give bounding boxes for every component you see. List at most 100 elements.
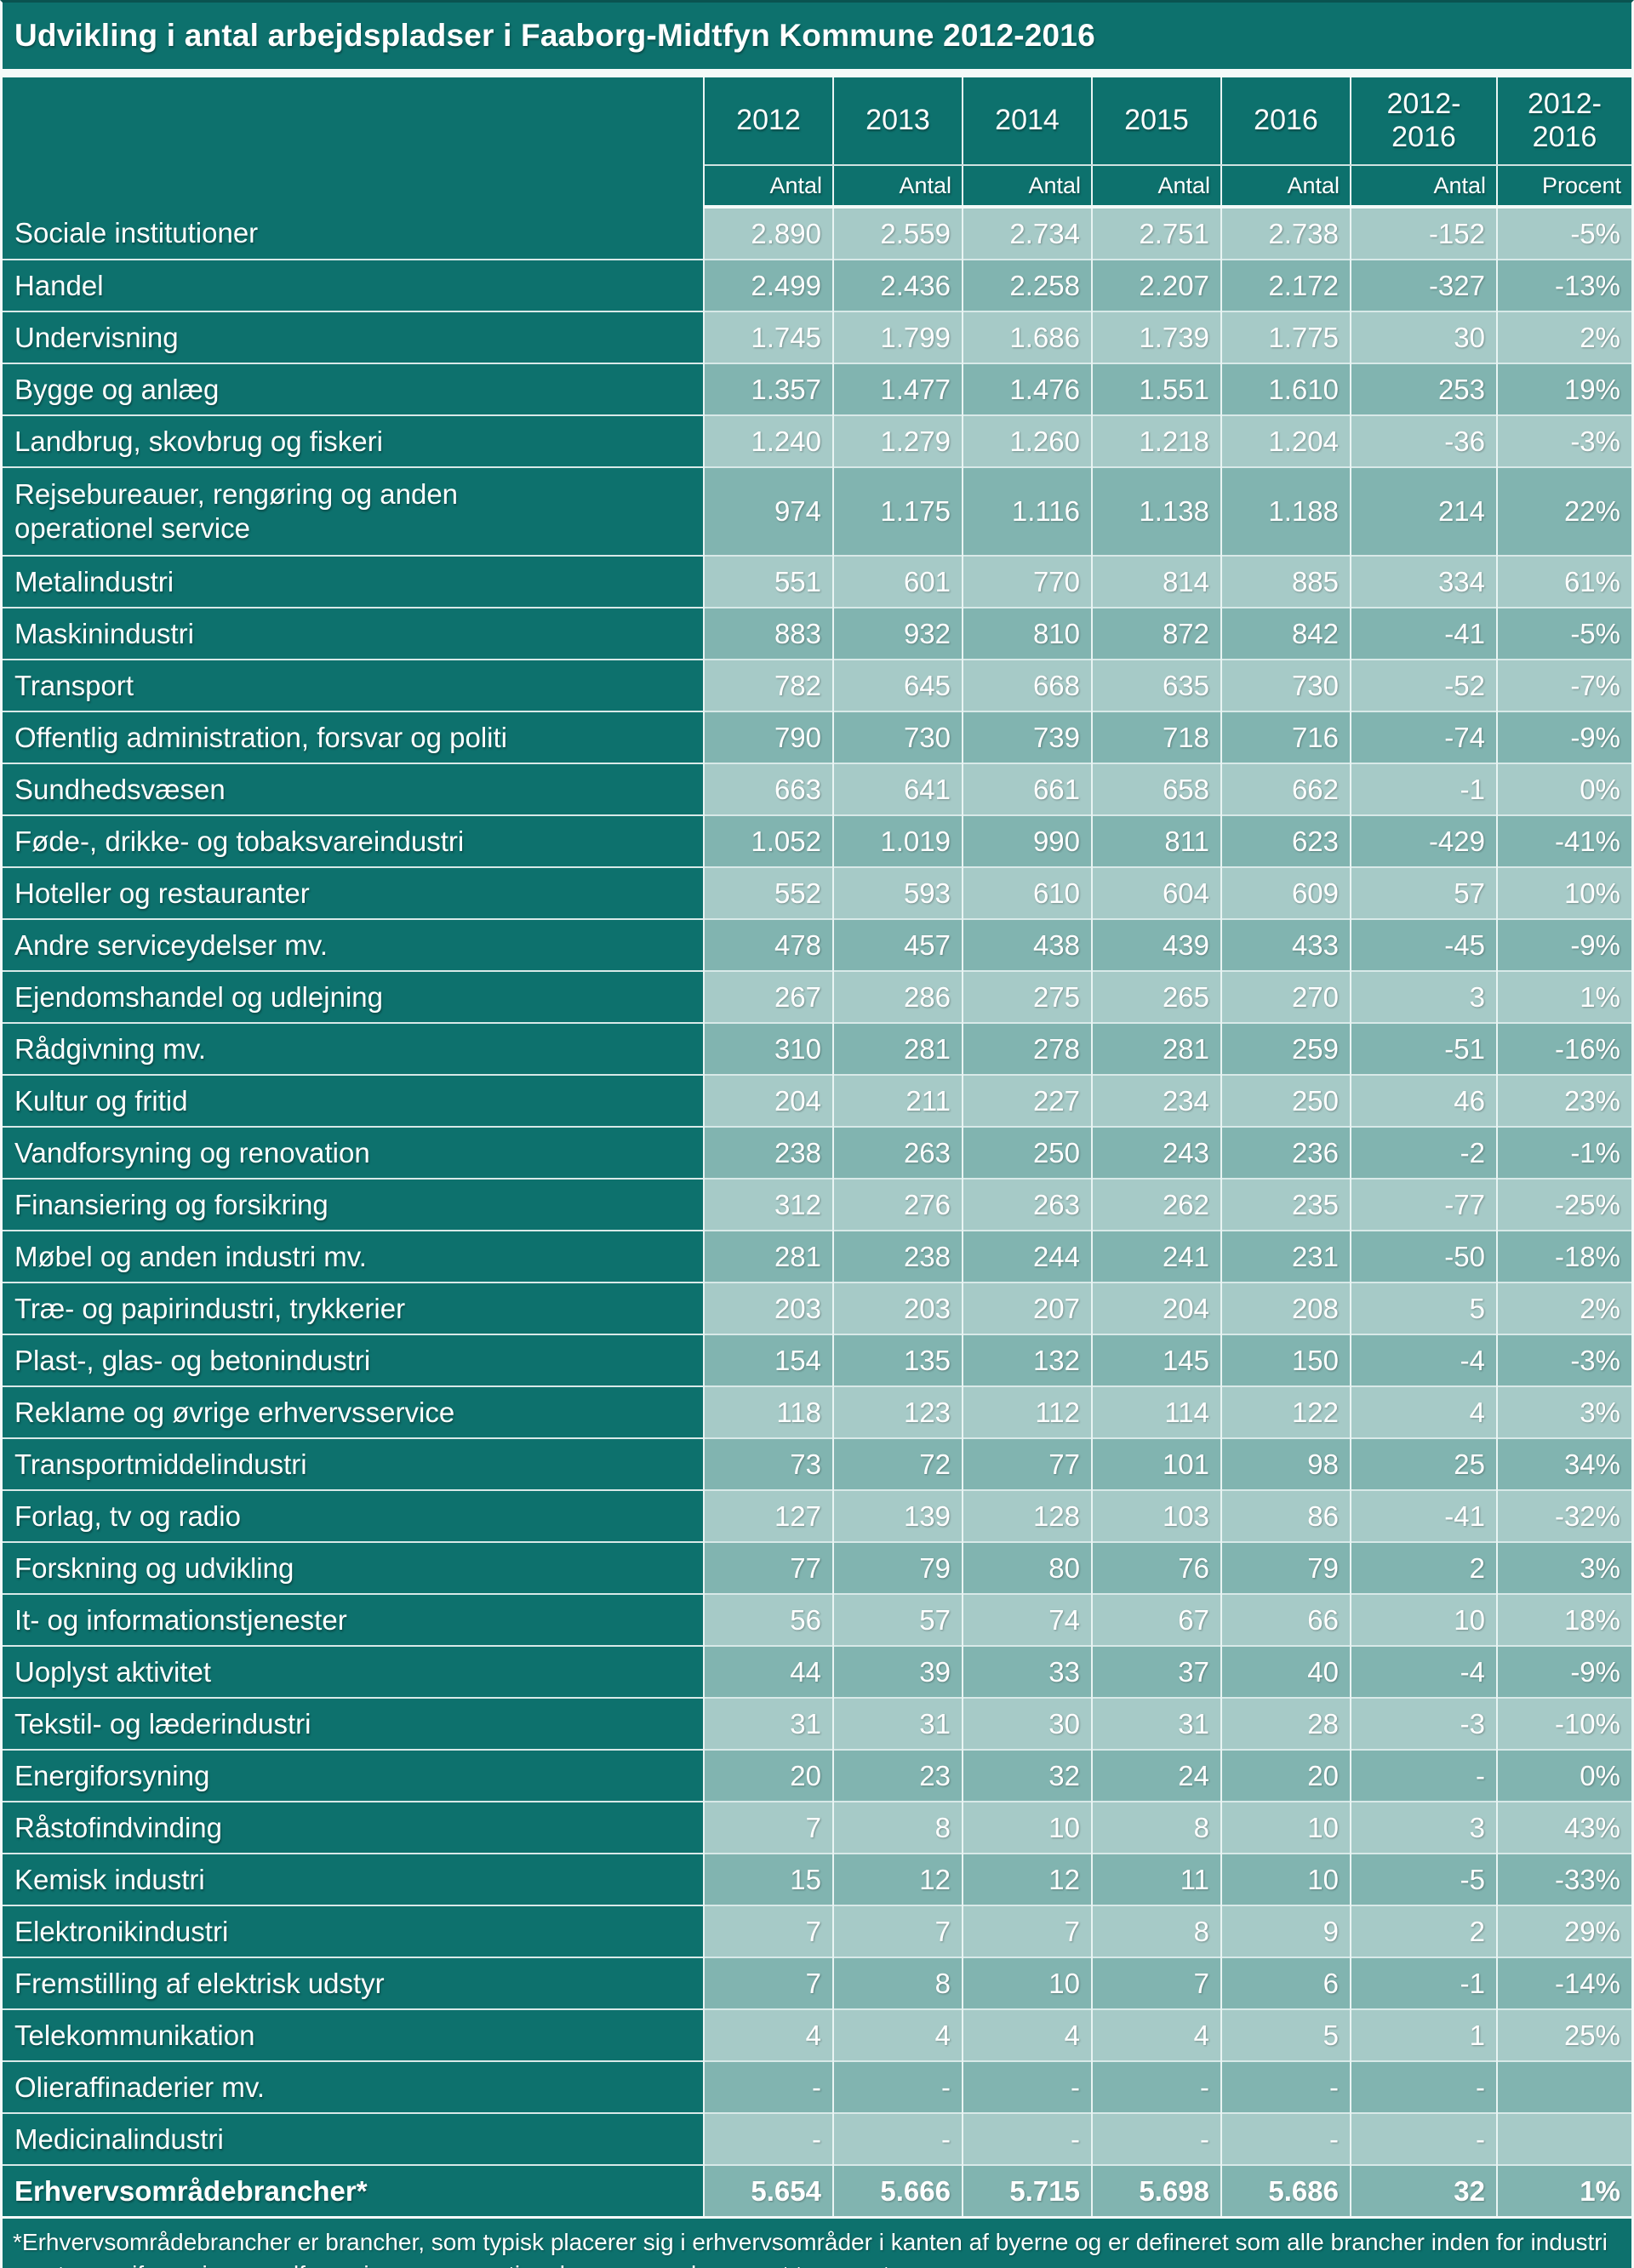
unit-header-6: Procent: [1496, 165, 1631, 209]
cell-col-5: 4: [1350, 1385, 1497, 1438]
cell-col-4: 2.172: [1220, 259, 1351, 311]
cell-col-3: 1.138: [1091, 466, 1221, 556]
cell-col-3: 718: [1091, 711, 1221, 763]
cell-col-4: 5: [1220, 2008, 1351, 2061]
cell-col-4: 66: [1220, 1593, 1351, 1646]
table-row: Offentlig administration, forsvar og pol…: [3, 711, 1631, 763]
cell-col-6: -7%: [1496, 659, 1631, 711]
cell-col-6: 3%: [1496, 1541, 1631, 1594]
cell-col-1: 4: [832, 2008, 963, 2061]
cell-col-6: 29%: [1496, 1905, 1631, 1957]
row-label: Fremstilling af elektrisk udstyr: [3, 1957, 705, 2009]
table-row: Maskinindustri 883 932 810 872 842 -41 -5%: [3, 607, 1631, 660]
cell-col-6: 34%: [1496, 1437, 1631, 1490]
cell-col-5: -1: [1350, 763, 1497, 815]
cell-col-5: -77: [1350, 1178, 1497, 1231]
cell-col-5: 30: [1350, 311, 1497, 363]
cell-col-5: -4: [1350, 1334, 1497, 1386]
cell-col-6: 3%: [1496, 1385, 1631, 1438]
row-label: Undervisning: [3, 311, 705, 363]
cell-col-4: 208: [1220, 1282, 1351, 1334]
cell-col-4: 9: [1220, 1905, 1351, 1957]
cell-col-3: 2.751: [1091, 207, 1221, 260]
cell-col-2: 207: [962, 1282, 1092, 1334]
cell-col-0: -: [703, 2112, 833, 2165]
cell-col-0: 73: [703, 1437, 833, 1490]
cell-col-3: 281: [1091, 1022, 1221, 1075]
cell-col-3: 37: [1091, 1645, 1221, 1698]
table-row: Uoplyst aktivitet 44 39 33 37 40 -4 -9%: [3, 1645, 1631, 1698]
row-label: Vandforsyning og renovation: [3, 1126, 705, 1179]
total-cell-col-6: 1%: [1496, 2164, 1631, 2216]
row-label: Uoplyst aktivitet: [3, 1645, 705, 1698]
cell-col-6: -16%: [1496, 1022, 1631, 1075]
industry-column-header: [3, 77, 705, 207]
cell-col-6: -3%: [1496, 1334, 1631, 1386]
cell-col-4: 122: [1220, 1385, 1351, 1438]
cell-col-3: 204: [1091, 1282, 1221, 1334]
cell-col-1: 12: [832, 1853, 963, 1905]
cell-col-0: 31: [703, 1697, 833, 1750]
total-row: Erhvervsområdebrancher* 5.654 5.666 5.715 5.…: [3, 2164, 1631, 2216]
row-label: Elektronikindustri: [3, 1905, 705, 1957]
cell-col-2: 275: [962, 970, 1092, 1023]
cell-col-0: 552: [703, 866, 833, 919]
cell-col-6: 1%: [1496, 970, 1631, 1023]
table-row: Energiforsyning 20 23 32 24 20-0%: [3, 1749, 1631, 1802]
cell-col-4: 20: [1220, 1749, 1351, 1802]
cell-col-4: 250: [1220, 1074, 1351, 1127]
cell-col-4: 236: [1220, 1126, 1351, 1179]
cell-col-5: -45: [1350, 918, 1497, 971]
cell-col-1: 645: [832, 659, 963, 711]
table-row: Tekstil- og læderindustri 31 31 30 31 28 -3 -10…: [3, 1697, 1631, 1750]
row-label: Tekstil- og læderindustri: [3, 1697, 705, 1750]
cell-col-2: 2.734: [962, 207, 1092, 260]
cell-col-0: 551: [703, 555, 833, 608]
table-row: Handel 2.499 2.436 2.258 2.207 2.172 -327 -13%: [3, 259, 1631, 311]
cell-col-3: 241: [1091, 1230, 1221, 1283]
cell-col-5: -2: [1350, 1126, 1497, 1179]
year-header-3: 2015: [1091, 77, 1221, 166]
row-label: Forskning og udvikling: [3, 1541, 705, 1594]
cell-col-6: 2%: [1496, 1282, 1631, 1334]
table-head: 2012 2013 2014 2015 2016 2012- 2016 2012- 2016…: [3, 77, 1631, 209]
cell-col-6: -9%: [1496, 711, 1631, 763]
cell-col-1: 457: [832, 918, 963, 971]
cell-col-5: 3: [1350, 970, 1497, 1023]
cell-col-2: 278: [962, 1022, 1092, 1075]
row-label: Ejendomshandel og udlejning: [3, 970, 705, 1023]
unit-header-4: Antal: [1220, 165, 1351, 209]
cell-col-0: 790: [703, 711, 833, 763]
cell-col-5: 46: [1350, 1074, 1497, 1127]
cell-col-2: 610: [962, 866, 1092, 919]
table-row: Kultur og fritid 204 211 227 234 250 46 23%: [3, 1074, 1631, 1127]
cell-col-2: 263: [962, 1178, 1092, 1231]
year-header-0: 2012: [703, 77, 833, 166]
table-row: Reklame og øvrige erhvervsservice 118 123 1…: [3, 1385, 1631, 1438]
cell-col-1: 31: [832, 1697, 963, 1750]
cell-col-2: -: [962, 2112, 1092, 2165]
cell-col-1: 7: [832, 1905, 963, 1957]
cell-col-6: 25%: [1496, 2008, 1631, 2061]
cell-col-0: 1.357: [703, 363, 833, 415]
year-header-2: 2014: [962, 77, 1092, 166]
cell-col-0: 2.499: [703, 259, 833, 311]
cell-col-3: 7: [1091, 1957, 1221, 2009]
cell-col-0: 204: [703, 1074, 833, 1127]
cell-col-1: 2.436: [832, 259, 963, 311]
cell-col-2: 438: [962, 918, 1092, 971]
row-label: Træ- og papirindustri, trykkerier: [3, 1282, 705, 1334]
cell-col-4: 623: [1220, 814, 1351, 867]
table-row: Møbel og anden industri mv. 281 238 244 241 2…: [3, 1230, 1631, 1283]
cell-col-2: 7: [962, 1905, 1092, 1957]
cell-col-2: 128: [962, 1489, 1092, 1542]
unit-header-5: Antal: [1350, 165, 1497, 209]
cell-col-1: 135: [832, 1334, 963, 1386]
total-cell-col-2: 5.715: [962, 2164, 1092, 2216]
cell-col-3: 439: [1091, 918, 1221, 971]
cell-col-6: -3%: [1496, 414, 1631, 467]
cell-col-3: 76: [1091, 1541, 1221, 1594]
table-row: It- og informationstjenester 56 57 74 67 66 10…: [3, 1593, 1631, 1646]
cell-col-1: 8: [832, 1957, 963, 2009]
